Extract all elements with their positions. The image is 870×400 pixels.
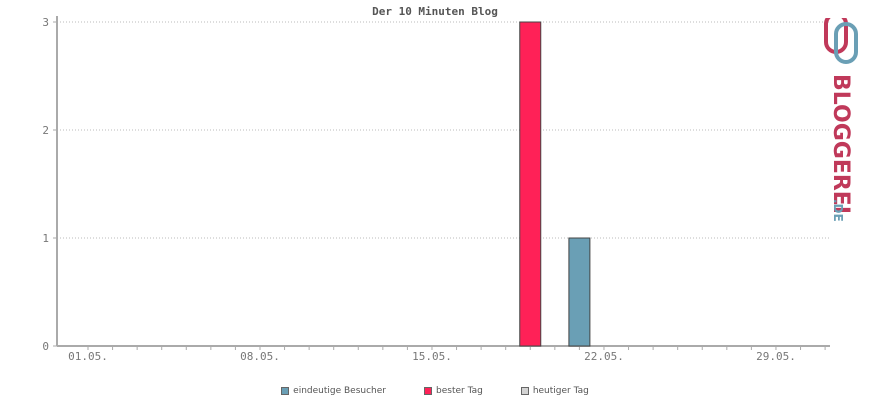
- y-tick-label: 0: [42, 340, 49, 353]
- x-tick-label: 01.05.: [68, 350, 108, 363]
- bars: [519, 21, 591, 347]
- legend-label-best-day: bester Tag: [436, 386, 483, 396]
- legend-swatch-unique-visitors: [281, 387, 290, 395]
- bloggerei-logo-icon: [824, 12, 858, 64]
- logo-text-suffix: .DE: [831, 199, 845, 222]
- bar-0-2105: [568, 237, 591, 347]
- x-tick-label: 15.05.: [412, 350, 452, 363]
- bloggerei-logo: BLOGGEREI .DE: [812, 12, 868, 222]
- y-tick-label: 2: [42, 124, 49, 137]
- legend-item-unique-visitors: eindeutige Besucher: [281, 386, 386, 396]
- y-tick-label: 3: [42, 16, 49, 29]
- legend-label-today: heutiger Tag: [532, 386, 589, 396]
- bloggerei-logo-wordmark: BLOGGEREI .DE: [828, 74, 853, 222]
- bar-1-1905: [519, 21, 542, 347]
- legend-swatch-best-day: [424, 387, 432, 395]
- chart-title: Der 10 Minuten Blog: [372, 5, 498, 18]
- grid-lines: [57, 21, 830, 239]
- legend-item-today: heutiger Tag: [520, 386, 589, 396]
- axes: 0 1 2 3 01.05. 08.05. 15.05. 22.05. 29.05.: [42, 16, 830, 363]
- logo-text-main: BLOGGEREI: [828, 74, 853, 214]
- legend-item-best-day: bester Tag: [424, 386, 483, 396]
- legend-label-unique-visitors: eindeutige Besucher: [293, 386, 386, 396]
- x-tick-label: 08.05.: [240, 350, 280, 363]
- legend-swatch-today: [520, 387, 529, 395]
- x-tick-label: 29.05.: [756, 350, 796, 363]
- legend: eindeutige Besucher bester Tag heutiger …: [0, 386, 870, 396]
- y-tick-label: 1: [42, 232, 49, 245]
- x-tick-label: 22.05.: [584, 350, 624, 363]
